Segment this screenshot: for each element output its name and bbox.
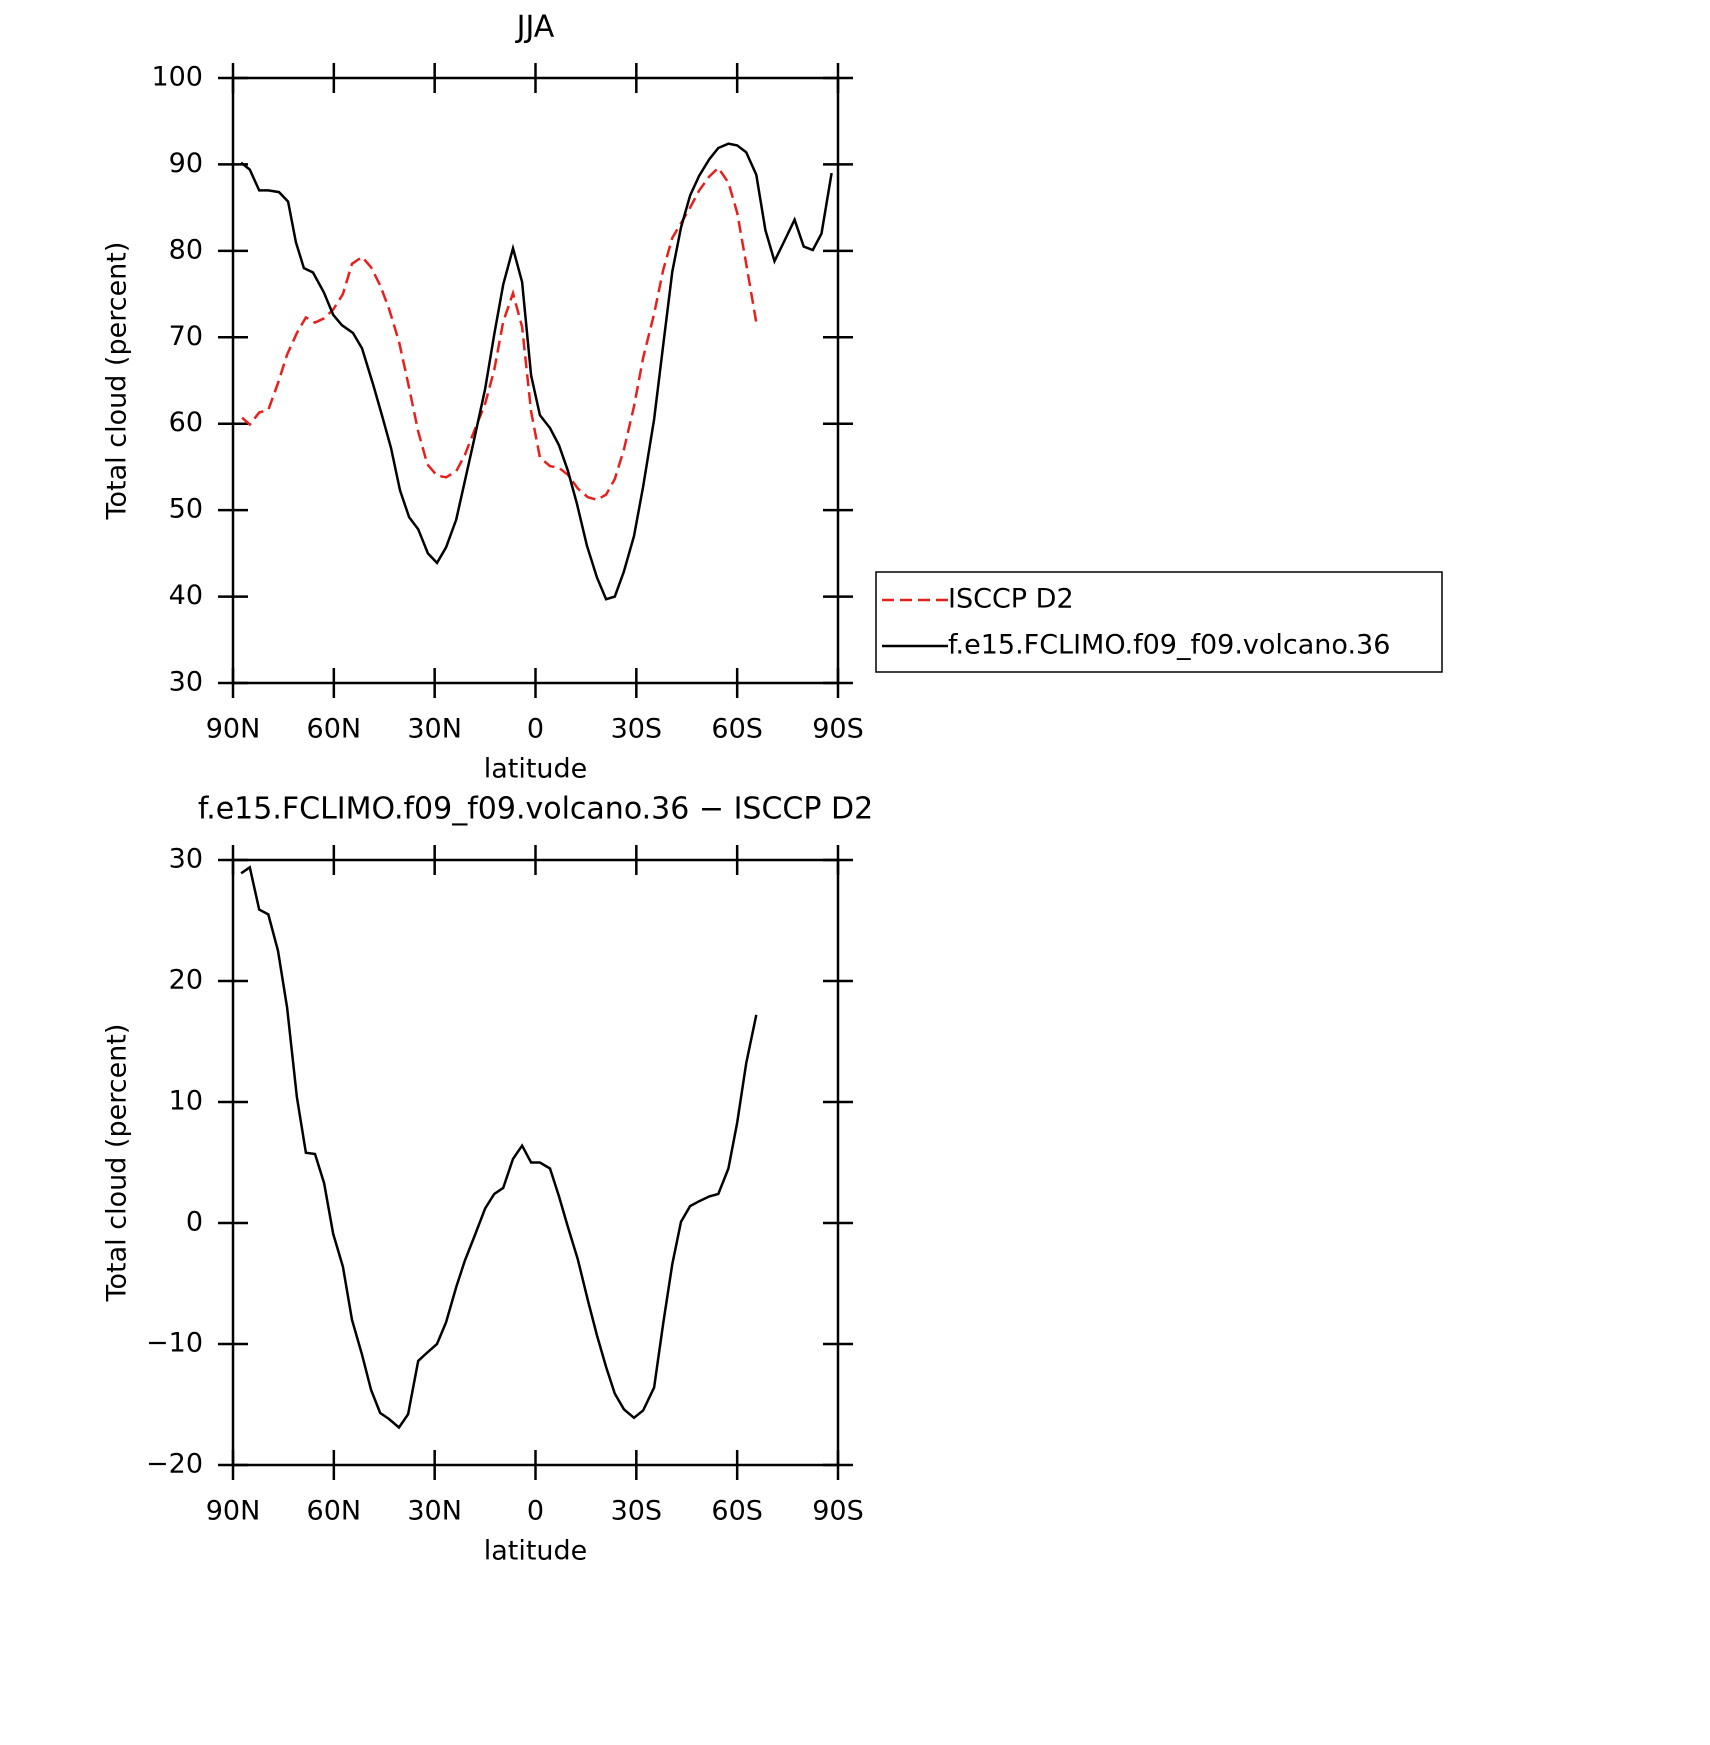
x-tick-label: 90S xyxy=(812,1496,864,1527)
chart-title: JJA xyxy=(515,10,555,45)
x-tick-label: 0 xyxy=(527,1496,544,1527)
y-tick-label: 90 xyxy=(169,148,203,179)
y-tick-label: −20 xyxy=(146,1449,203,1480)
y-tick-label: 40 xyxy=(169,580,203,611)
x-tick-label: 60S xyxy=(711,714,763,745)
x-tick-label: 90S xyxy=(812,714,864,745)
x-tick-label: 30S xyxy=(611,714,663,745)
x-tick-label: 0 xyxy=(527,714,544,745)
y-axis-label: Total cloud (percent) xyxy=(102,1024,133,1303)
x-tick-label: 90N xyxy=(206,714,261,745)
y-tick-label: 20 xyxy=(169,965,203,996)
data-line xyxy=(241,165,758,502)
x-tick-label: 90N xyxy=(206,1496,261,1527)
legend-label: f.e15.FCLIMO.f09_f09.volcano.36 xyxy=(948,630,1390,661)
y-tick-label: 50 xyxy=(169,494,203,525)
chart-title: f.e15.FCLIMO.f09_f09.volcano.36 − ISCCP … xyxy=(198,792,873,827)
data-line xyxy=(240,865,758,1430)
y-tick-label: −10 xyxy=(146,1328,203,1359)
x-tick-label: 60N xyxy=(307,714,362,745)
x-tick-label: 60S xyxy=(711,1496,763,1527)
legend-box xyxy=(875,571,1443,673)
y-tick-label: 30 xyxy=(169,844,203,875)
data-line xyxy=(240,142,833,601)
y-tick-label: 70 xyxy=(169,321,203,352)
x-axis-label: latitude xyxy=(484,754,588,785)
x-axis-label: latitude xyxy=(484,1536,588,1567)
x-tick-label: 30S xyxy=(611,1496,663,1527)
y-tick-label: 80 xyxy=(169,234,203,265)
x-tick-label: 60N xyxy=(307,1496,362,1527)
y-tick-label: 30 xyxy=(169,667,203,698)
x-tick-label: 30N xyxy=(407,1496,462,1527)
y-tick-label: 0 xyxy=(186,1207,203,1238)
y-axis-label: Total cloud (percent) xyxy=(102,242,133,521)
y-tick-label: 60 xyxy=(169,407,203,438)
y-tick-label: 100 xyxy=(151,62,203,93)
x-tick-label: 30N xyxy=(407,714,462,745)
legend-label: ISCCP D2 xyxy=(948,584,1074,615)
y-tick-label: 10 xyxy=(169,1086,203,1117)
plot-frame xyxy=(231,76,840,685)
